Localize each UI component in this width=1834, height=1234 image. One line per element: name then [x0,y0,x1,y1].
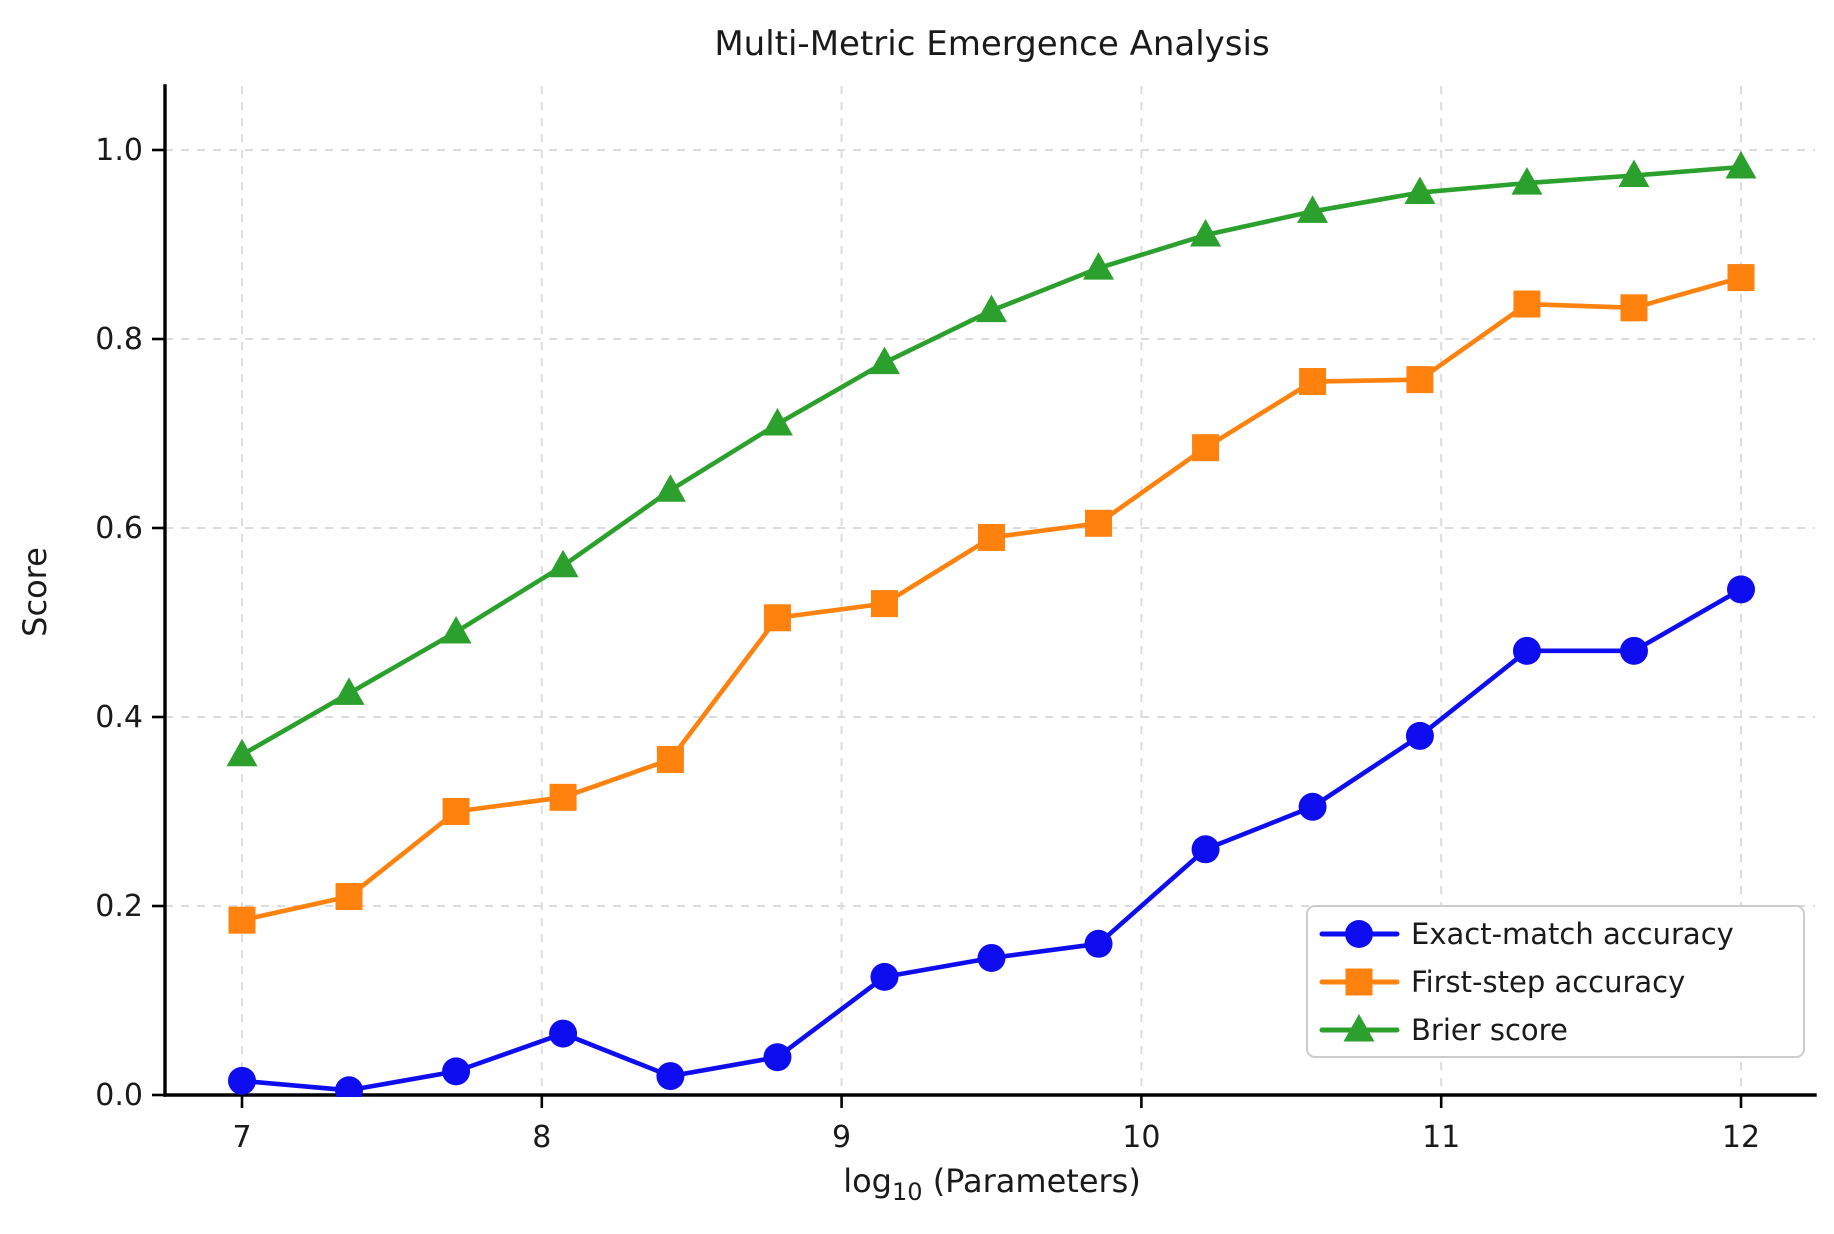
data-point-brier-score-6 [868,346,900,375]
x-tick-labels: 7 8 9 10 11 12 [232,1120,1760,1155]
x-tick-label-7: 7 [232,1120,251,1155]
data-point-brier-score-2 [440,615,472,644]
data-point-exact-match-accuracy-4 [656,1062,685,1091]
x-tick-label-8: 8 [532,1120,551,1155]
data-point-first-step-accuracy-3 [549,783,577,811]
legend-box [1306,905,1805,1058]
data-point-exact-match-accuracy-1 [335,1076,364,1097]
y-tick-label-1.0: 1.0 [95,133,143,168]
y-axis-label: Score [16,547,54,637]
y-tick-label-0.8: 0.8 [95,322,143,357]
data-point-brier-score-7 [976,294,1007,323]
data-point-brier-score-5 [761,408,793,436]
data-point-first-step-accuracy-0 [228,906,256,934]
series-first-step-accuracy [228,264,1755,934]
x-tick-label-10: 10 [1122,1120,1160,1155]
legend-circle-icon [1345,920,1373,948]
x-tick-label-11: 11 [1422,1120,1460,1155]
data-point-brier-score-9 [1190,219,1222,247]
data-point-exact-match-accuracy-0 [228,1066,256,1095]
data-point-brier-score-13 [1618,159,1650,188]
gridlines [165,86,1815,1095]
data-point-first-step-accuracy-10 [1299,368,1327,396]
data-point-first-step-accuracy-2 [442,798,470,825]
data-point-first-step-accuracy-12 [1513,290,1541,318]
data-point-first-step-accuracy-9 [1192,434,1220,462]
y-tick-labels: 0.0 0.2 0.4 0.6 0.8 1.0 [95,133,143,1113]
y-tick-label-0.6: 0.6 [95,511,143,546]
y-tick-label-0.2: 0.2 [95,889,143,924]
data-point-exact-match-accuracy-10 [1298,792,1327,821]
data-point-brier-score-11 [1404,176,1436,205]
legend: Exact-match accuracy First-step accuracy B… [1306,905,1805,1058]
data-point-first-step-accuracy-13 [1620,294,1648,322]
data-point-brier-score-0 [226,738,258,767]
series-brier-score [226,151,1757,767]
data-point-first-step-accuracy-4 [656,746,684,774]
legend-item-exact-match-accuracy: Exact-match accuracy [1319,917,1734,951]
x-tick-label-12: 12 [1722,1120,1760,1155]
chart-title: Multi-Metric Emergence Analysis [714,24,1269,64]
data-point-brier-score-12 [1511,167,1543,195]
x-tick-label-9: 9 [832,1120,851,1155]
legend-square-icon [1345,968,1373,996]
axis-spines [163,84,1817,1097]
data-point-first-step-accuracy-8 [1085,509,1113,537]
legend-label-brier-score: Brier score [1411,1013,1568,1047]
legend-item-brier-score: Brier score [1319,1013,1568,1047]
data-point-first-step-accuracy-6 [870,590,898,618]
axis-ticks [152,148,1743,1108]
data-point-brier-score-4 [654,474,686,502]
data-point-exact-match-accuracy-11 [1405,721,1434,750]
data-point-exact-match-accuracy-6 [870,962,899,991]
data-point-brier-score-14 [1725,151,1757,179]
y-tick-label-0.0: 0.0 [95,1078,143,1113]
series-exact-match-accuracy [228,575,1755,1097]
data-point-exact-match-accuracy-3 [549,1019,578,1048]
data-point-exact-match-accuracy-8 [1084,929,1113,958]
y-tick-label-0.4: 0.4 [95,700,143,735]
x-axis-label: log10 (Parameters) [843,1162,1141,1206]
legend-item-first-step-accuracy: First-step accuracy [1319,965,1685,999]
legend-triangle-icon [1343,1014,1375,1042]
data-point-exact-match-accuracy-2 [442,1057,471,1086]
data-point-exact-match-accuracy-5 [763,1043,792,1072]
data-point-brier-score-1 [333,677,365,705]
data-point-first-step-accuracy-1 [335,883,363,911]
data-point-exact-match-accuracy-9 [1191,835,1220,864]
legend-label-exact-match-accuracy: Exact-match accuracy [1411,917,1734,951]
data-point-first-step-accuracy-7 [978,523,1005,551]
data-point-first-step-accuracy-11 [1406,366,1434,394]
data-point-brier-score-8 [1083,252,1115,280]
data-point-brier-score-10 [1297,195,1329,223]
data-point-first-step-accuracy-14 [1727,264,1755,292]
data-point-exact-match-accuracy-12 [1512,636,1541,665]
data-point-first-step-accuracy-5 [763,604,791,632]
data-point-exact-match-accuracy-13 [1619,636,1648,665]
series-brier-score-line [239,164,1744,758]
data-point-exact-match-accuracy-14 [1727,575,1755,604]
legend-label-first-step-accuracy: First-step accuracy [1411,965,1685,999]
series-lines [226,151,1757,1097]
data-point-exact-match-accuracy-7 [977,943,1006,972]
data-point-brier-score-3 [547,549,579,578]
